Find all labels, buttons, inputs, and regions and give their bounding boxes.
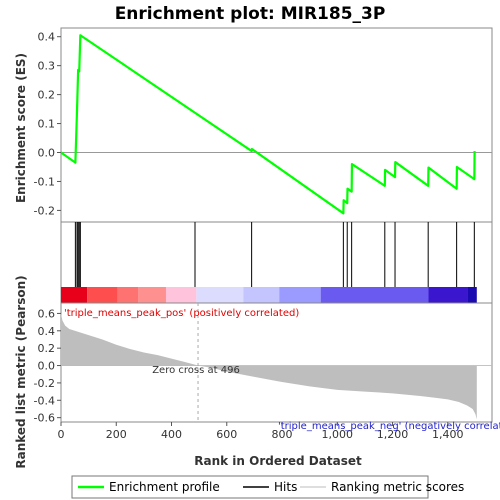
es-y-tick-label: -0.1 [34,175,55,188]
es-plot-frame [60,27,493,223]
chart-title: Enrichment plot: MIR185_3P [115,4,386,24]
legend: Enrichment profile Hits Ranking metric sco… [71,475,464,499]
x-tick-label: 400 [161,428,182,441]
x-tick-label: 200 [106,428,127,441]
x-tick-label: 1,200 [377,428,409,441]
color-bar-segment [428,287,468,303]
es-y-tick-label: -0.2 [34,204,55,217]
negative-correlation-label: 'triple_means_peak_neg' (negatively corr… [278,421,500,432]
color-bar-segment [165,287,197,303]
es-y-tick-label: 0.4 [38,31,56,44]
es-y-tick-label: 0.0 [38,147,56,160]
metric-y-tick-label: 0.2 [38,342,56,355]
metric-y-tick-label: 0.6 [38,307,56,320]
zero-cross-label: Zero cross at 496 [152,365,240,376]
es-panel: -0.2 -0.1 0.0 0.1 0.2 0.3 0.4 [34,27,493,223]
color-bar-segment [117,287,139,303]
positive-correlation-label: 'triple_means_peak_pos' (positively corr… [64,308,299,319]
metric-y-tick-label: -0.6 [34,412,55,425]
legend-item-label: Enrichment profile [109,480,220,494]
color-bar-segment [279,287,321,303]
metric-y-tick-label: 0.4 [38,325,56,338]
color-bar-segment [87,287,118,303]
x-tick-label: 1,000 [322,428,354,441]
x-tick-label: 800 [272,428,293,441]
es-y-tick-label: 0.3 [38,60,56,73]
enrichment-profile-line [60,34,476,215]
color-bar-segment [61,287,88,303]
color-bar-segment [467,287,477,303]
ranking-metric-area [61,313,477,420]
color-bar-segment [320,287,429,303]
metric-y-tick-label: 0.0 [38,360,56,373]
es-y-tick-label: 0.2 [38,89,56,102]
color-bar-segment [138,287,166,303]
metric-y-tick-label: -0.4 [34,394,55,407]
x-tick-label: 600 [216,428,237,441]
hits-panel [60,221,493,304]
metric-panel: -0.6 -0.4 -0.2 0.0 0.2 0.4 0.6 0 200 400 600 800 1,0… [34,302,500,441]
x-axis-label: Rank in Ordered Dataset [194,454,362,468]
metric-y-tick-label: -0.2 [34,377,55,390]
legend-item-label: Ranking metric scores [331,480,464,494]
x-tick-label: 0 [58,428,65,441]
color-bar-segment [243,287,280,303]
metric-axis-label: Ranked list metric (Pearson) [14,275,28,468]
color-bar-segment [196,287,244,303]
x-tick-label: 1,400 [432,428,464,441]
es-y-tick-label: 0.1 [38,118,56,131]
legend-item-label: Hits [274,480,297,494]
es-axis-label: Enrichment score (ES) [14,53,28,203]
